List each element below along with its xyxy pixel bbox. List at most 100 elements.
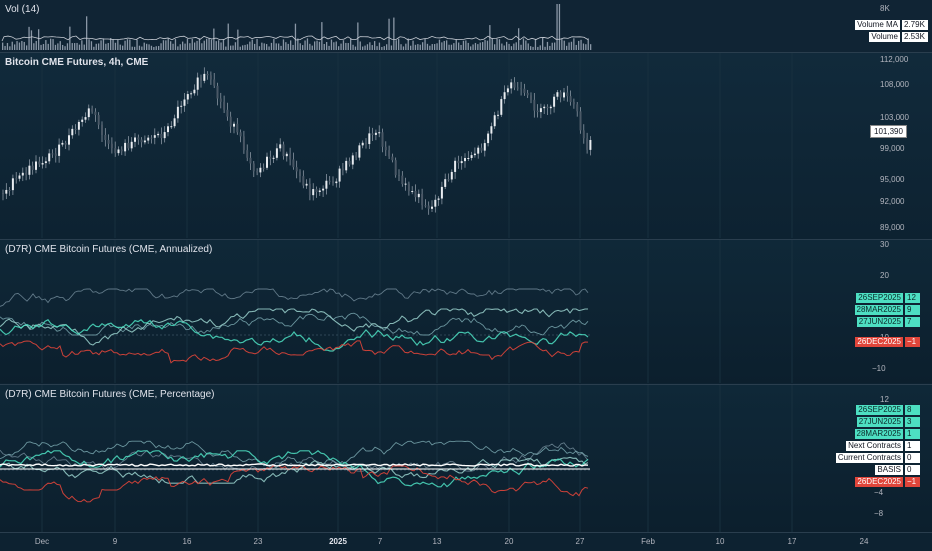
annualized-scale-tick: −10 (872, 364, 886, 373)
volume-bar (347, 43, 349, 50)
candle-body (424, 205, 427, 207)
candle-body (407, 183, 410, 192)
volume-bar (150, 45, 153, 50)
volume-bar (297, 38, 299, 50)
candle-body (137, 137, 140, 140)
candle-body (447, 179, 450, 181)
volume-bar (527, 43, 529, 50)
volume-bar (42, 44, 45, 50)
volume-bar (352, 44, 354, 50)
volume-bar (455, 39, 457, 50)
volume-bar (28, 26, 30, 50)
candle-body (140, 139, 143, 143)
volume-ma-label: Volume MA (855, 20, 900, 30)
percentage-pane[interactable]: (D7R) CME Bitcoin Futures (CME, Percenta… (0, 385, 932, 532)
volume-bar (78, 44, 81, 50)
candle-body (242, 136, 245, 151)
candle-body (35, 161, 37, 170)
time-axis[interactable]: Dec 9 16 23 2025 7 13 20 27 Feb 10 17 24 (0, 532, 932, 551)
price-pane[interactable]: Bitcoin CME Futures, 4h, CME 112,000 108… (0, 53, 932, 238)
volume-bar (426, 43, 429, 50)
candle-body (460, 161, 463, 164)
volume-bar (177, 46, 179, 50)
volume-bar (246, 44, 249, 50)
candle-body (275, 148, 278, 158)
volume-bar (558, 4, 561, 50)
candle-body (143, 140, 146, 143)
tag-value: 0 (905, 465, 920, 475)
time-axis-label: 24 (859, 537, 869, 546)
volume-pane[interactable]: Vol (14) 8K Volume MA 2.79K Volume 2.53K (0, 0, 932, 52)
volume-bar (182, 41, 184, 50)
volume-bar (549, 45, 551, 50)
candle-body (467, 157, 470, 159)
volume-bar (486, 40, 489, 50)
volume-bar (582, 43, 585, 50)
volume-bar (422, 42, 424, 50)
tag-label: 27JUN2025 (856, 317, 903, 327)
volume-bar (554, 42, 556, 50)
percentage-scale[interactable]: 12 −4 −8 26SEP2025 8 27JUN2025 3 28MAR20… (835, 385, 932, 532)
candle-body (355, 155, 358, 158)
volume-bar (256, 38, 258, 50)
annualized-pane[interactable]: (D7R) CME Bitcoin Futures (CME, Annualiz… (0, 240, 932, 383)
candle-body (523, 88, 526, 93)
volume-bar (462, 40, 465, 50)
candle-body (566, 92, 569, 97)
volume-bar (419, 44, 421, 50)
tag-value: −1 (905, 337, 920, 347)
contract-line-1 (0, 440, 589, 469)
volume-bar (201, 43, 203, 50)
volume-bar (314, 41, 316, 50)
candle-body (31, 165, 34, 170)
annualized-pane-title: (D7R) CME Bitcoin Futures (CME, Annualiz… (5, 244, 213, 255)
volume-bar (141, 46, 143, 50)
volume-bar (270, 42, 273, 50)
volume-bar (378, 42, 381, 50)
volume-scale[interactable]: 8K Volume MA 2.79K Volume 2.53K (855, 0, 932, 52)
tag-label: BASIS (875, 465, 903, 475)
annualized-scale[interactable]: 30 20 10 −10 26SEP2025 12 28MAR2025 9 27… (854, 240, 932, 383)
candle-body (246, 150, 249, 158)
candle-body (153, 135, 156, 138)
volume-bar (446, 40, 448, 50)
volume-bar (407, 38, 409, 50)
candle-body (110, 143, 113, 149)
pane-divider[interactable] (0, 239, 932, 240)
candle-body (365, 142, 367, 145)
volume-bar (287, 43, 289, 50)
volume-bar (174, 39, 177, 50)
volume-bar (398, 38, 400, 50)
candle-body (440, 186, 443, 199)
volume-bar (30, 30, 33, 50)
volume-bar (374, 41, 376, 50)
pane-divider[interactable] (0, 52, 932, 53)
candle-body (325, 180, 328, 189)
candle-body (371, 133, 374, 135)
volume-bar (100, 40, 102, 50)
candle-body (516, 87, 519, 89)
volume-bar (328, 45, 330, 50)
volume-bar (4, 45, 6, 50)
volume-bar (515, 42, 517, 50)
volume-bar (590, 44, 592, 50)
volume-bar (362, 46, 364, 50)
volume-bar (114, 42, 117, 50)
tag-label: 28MAR2025 (854, 305, 903, 315)
volume-bar (393, 17, 395, 51)
volume-bar (330, 39, 333, 50)
pane-divider[interactable] (0, 384, 932, 385)
tag-label: 26SEP2025 (856, 293, 903, 303)
candle-body (104, 135, 107, 140)
candle-body (84, 117, 87, 120)
volume-bar (306, 38, 309, 50)
tag-value: 7 (905, 317, 920, 327)
candle-body (216, 85, 219, 99)
price-scale[interactable]: 112,000 108,000 103,000 99,000 95,000 92… (855, 53, 932, 238)
volume-bar (510, 46, 513, 50)
volume-bar (479, 42, 481, 50)
candle-body (15, 178, 18, 180)
volume-bar (40, 44, 42, 50)
candle-body (421, 193, 424, 206)
volume-bar (263, 43, 265, 50)
